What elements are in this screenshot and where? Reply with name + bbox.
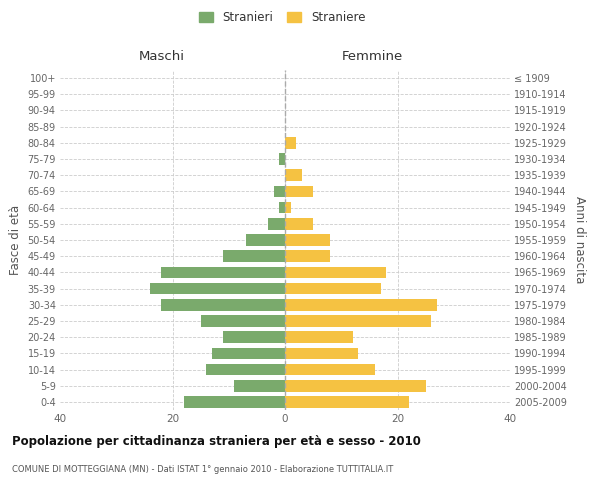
Bar (223, 332, 285, 343)
Bar (235, 380, 285, 392)
Legend: Stranieri, Straniere: Stranieri, Straniere (199, 11, 365, 24)
Bar (285, 218, 313, 230)
Bar (285, 202, 290, 213)
Bar (184, 396, 285, 407)
Bar (268, 218, 285, 230)
Bar (206, 364, 285, 376)
Bar (285, 364, 375, 376)
Bar (245, 234, 285, 246)
Bar (223, 250, 285, 262)
Text: Maschi: Maschi (139, 50, 185, 62)
Text: COMUNE DI MOTTEGGIANA (MN) - Dati ISTAT 1° gennaio 2010 - Elaborazione TUTTITALI: COMUNE DI MOTTEGGIANA (MN) - Dati ISTAT … (12, 465, 393, 474)
Bar (285, 137, 296, 148)
Bar (285, 170, 302, 181)
Bar (285, 396, 409, 407)
Bar (285, 332, 353, 343)
Text: Popolazione per cittadinanza straniera per età e sesso - 2010: Popolazione per cittadinanza straniera p… (12, 435, 421, 448)
Bar (161, 299, 285, 310)
Bar (212, 348, 285, 359)
Bar (280, 202, 285, 213)
Bar (274, 186, 285, 198)
Bar (285, 380, 425, 392)
Bar (161, 266, 285, 278)
Text: Femmine: Femmine (341, 50, 403, 62)
Bar (285, 266, 386, 278)
Bar (285, 299, 437, 310)
Bar (285, 250, 330, 262)
Bar (285, 282, 380, 294)
Bar (200, 315, 285, 327)
Bar (150, 282, 285, 294)
Bar (280, 153, 285, 165)
Y-axis label: Anni di nascita: Anni di nascita (574, 196, 586, 284)
Bar (285, 348, 358, 359)
Bar (285, 315, 431, 327)
Bar (285, 186, 313, 198)
Bar (285, 234, 330, 246)
Y-axis label: Fasce di età: Fasce di età (9, 205, 22, 275)
